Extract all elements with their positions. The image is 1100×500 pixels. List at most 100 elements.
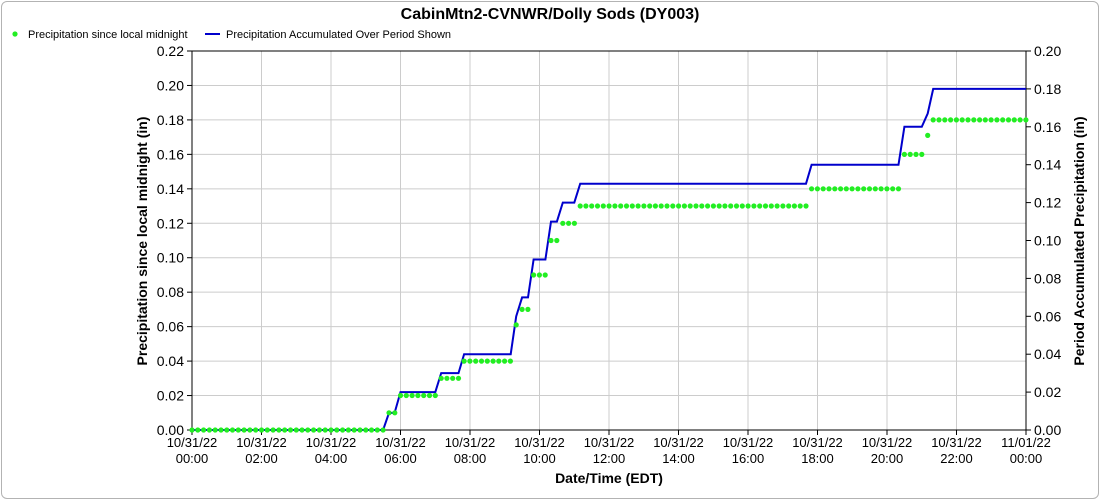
midnight-point: [531, 272, 537, 278]
midnight-point: [948, 117, 954, 123]
midnight-point: [988, 117, 994, 123]
x-tick-label-date: 10/31/22: [514, 435, 565, 450]
x-axis-title: Date/Time (EDT): [555, 470, 663, 486]
midnight-point: [305, 427, 311, 433]
midnight-point: [809, 186, 815, 192]
y-right-tick-label: 0.20: [1034, 43, 1061, 59]
midnight-point: [751, 203, 757, 209]
midnight-point: [925, 132, 931, 138]
midnight-point: [490, 358, 496, 364]
y-left-tick-label: 0.14: [157, 181, 184, 197]
midnight-point: [942, 117, 948, 123]
midnight-point: [229, 427, 236, 433]
tick-labels: 10/31/2200:0010/31/2202:0010/31/2204:001…: [157, 43, 1062, 466]
midnight-point: [258, 427, 265, 433]
midnight-point: [455, 375, 462, 381]
y-left-tick-label: 0.10: [157, 250, 184, 266]
midnight-point: [334, 427, 340, 433]
midnight-point: [340, 427, 346, 433]
midnight-point: [664, 203, 670, 209]
y-axis-right-title: Period Accumulated Precipitation (in): [1071, 116, 1087, 365]
midnight-point: [681, 203, 688, 209]
midnight-point: [536, 272, 543, 278]
y-right-tick-label: 0.02: [1034, 384, 1061, 400]
midnight-point: [328, 427, 334, 433]
midnight-point: [1017, 117, 1023, 123]
midnight-point: [884, 186, 890, 192]
y-left-tick-label: 0.00: [157, 422, 184, 438]
midnight-point: [705, 203, 711, 209]
midnight-point: [264, 427, 270, 433]
midnight-point: [629, 203, 635, 209]
midnight-point: [206, 427, 212, 433]
legend-label-accumulated: Precipitation Accumulated Over Period Sh…: [226, 29, 451, 41]
midnight-point: [276, 427, 282, 433]
midnight-point: [652, 203, 659, 209]
midnight-point: [982, 117, 988, 123]
midnight-point: [791, 203, 798, 209]
y-left-tick-label: 0.04: [157, 353, 184, 369]
midnight-point: [496, 358, 502, 364]
y-right-tick-label: 0.08: [1034, 270, 1061, 286]
legend: Precipitation since local midnight Preci…: [12, 29, 451, 41]
midnight-point: [774, 203, 780, 209]
midnight-point: [878, 186, 884, 192]
midnight-point: [299, 427, 305, 433]
midnight-point: [583, 203, 589, 209]
x-tick-label-date: 10/31/22: [931, 435, 982, 450]
plot-area-border: [191, 50, 1027, 431]
midnight-point: [212, 427, 218, 433]
midnight-point: [554, 237, 560, 244]
y-right-tick-label: 0.18: [1034, 81, 1061, 97]
y-left-tick-label: 0.22: [157, 43, 184, 59]
midnight-point: [890, 186, 896, 192]
midnight-point: [676, 203, 682, 209]
x-tick-label-date: 10/31/22: [723, 435, 774, 450]
x-tick-label-date: 10/31/22: [306, 435, 357, 450]
midnight-point: [977, 117, 983, 123]
midnight-point: [803, 203, 809, 209]
grid: [187, 50, 1031, 435]
midnight-point: [710, 203, 717, 209]
midnight-point: [461, 358, 467, 364]
midnight-point: [484, 358, 490, 364]
midnight-point: [820, 186, 826, 192]
x-tick-label-date: 10/31/22: [584, 435, 635, 450]
y-left-tick-label: 0.06: [157, 319, 184, 335]
midnight-point: [612, 203, 618, 209]
x-tick-label-time: 16:00: [732, 451, 765, 466]
midnight-point: [1000, 117, 1006, 123]
midnight-point: [635, 203, 641, 209]
midnight-point: [195, 427, 201, 433]
midnight-point: [421, 392, 427, 399]
y-right-tick-label: 0.12: [1034, 195, 1061, 211]
midnight-point: [316, 427, 322, 433]
midnight-series: [189, 117, 1029, 433]
midnight-point: [965, 117, 971, 123]
midnight-point: [1005, 117, 1012, 123]
midnight-point: [971, 117, 977, 123]
x-tick-label-date: 10/31/22: [167, 435, 218, 450]
midnight-point: [641, 203, 647, 209]
y-left-tick-label: 0.02: [157, 388, 184, 404]
midnight-point: [647, 203, 653, 209]
midnight-point: [953, 117, 960, 123]
midnight-point: [600, 203, 606, 209]
midnight-point: [560, 220, 566, 226]
midnight-point: [768, 203, 774, 209]
y-right-tick-label: 0.10: [1034, 233, 1061, 249]
midnight-point: [478, 358, 485, 364]
midnight-point: [843, 186, 849, 192]
midnight-point: [270, 427, 276, 433]
midnight-point: [762, 203, 769, 209]
x-tick-label-time: 08:00: [454, 451, 487, 466]
midnight-point: [745, 203, 751, 209]
legend-marker-midnight: [12, 31, 18, 37]
midnight-point: [542, 272, 548, 278]
midnight-point: [345, 427, 351, 433]
midnight-point: [450, 375, 456, 381]
midnight-point: [907, 151, 913, 157]
midnight-point: [895, 186, 902, 192]
midnight-point: [525, 306, 531, 312]
